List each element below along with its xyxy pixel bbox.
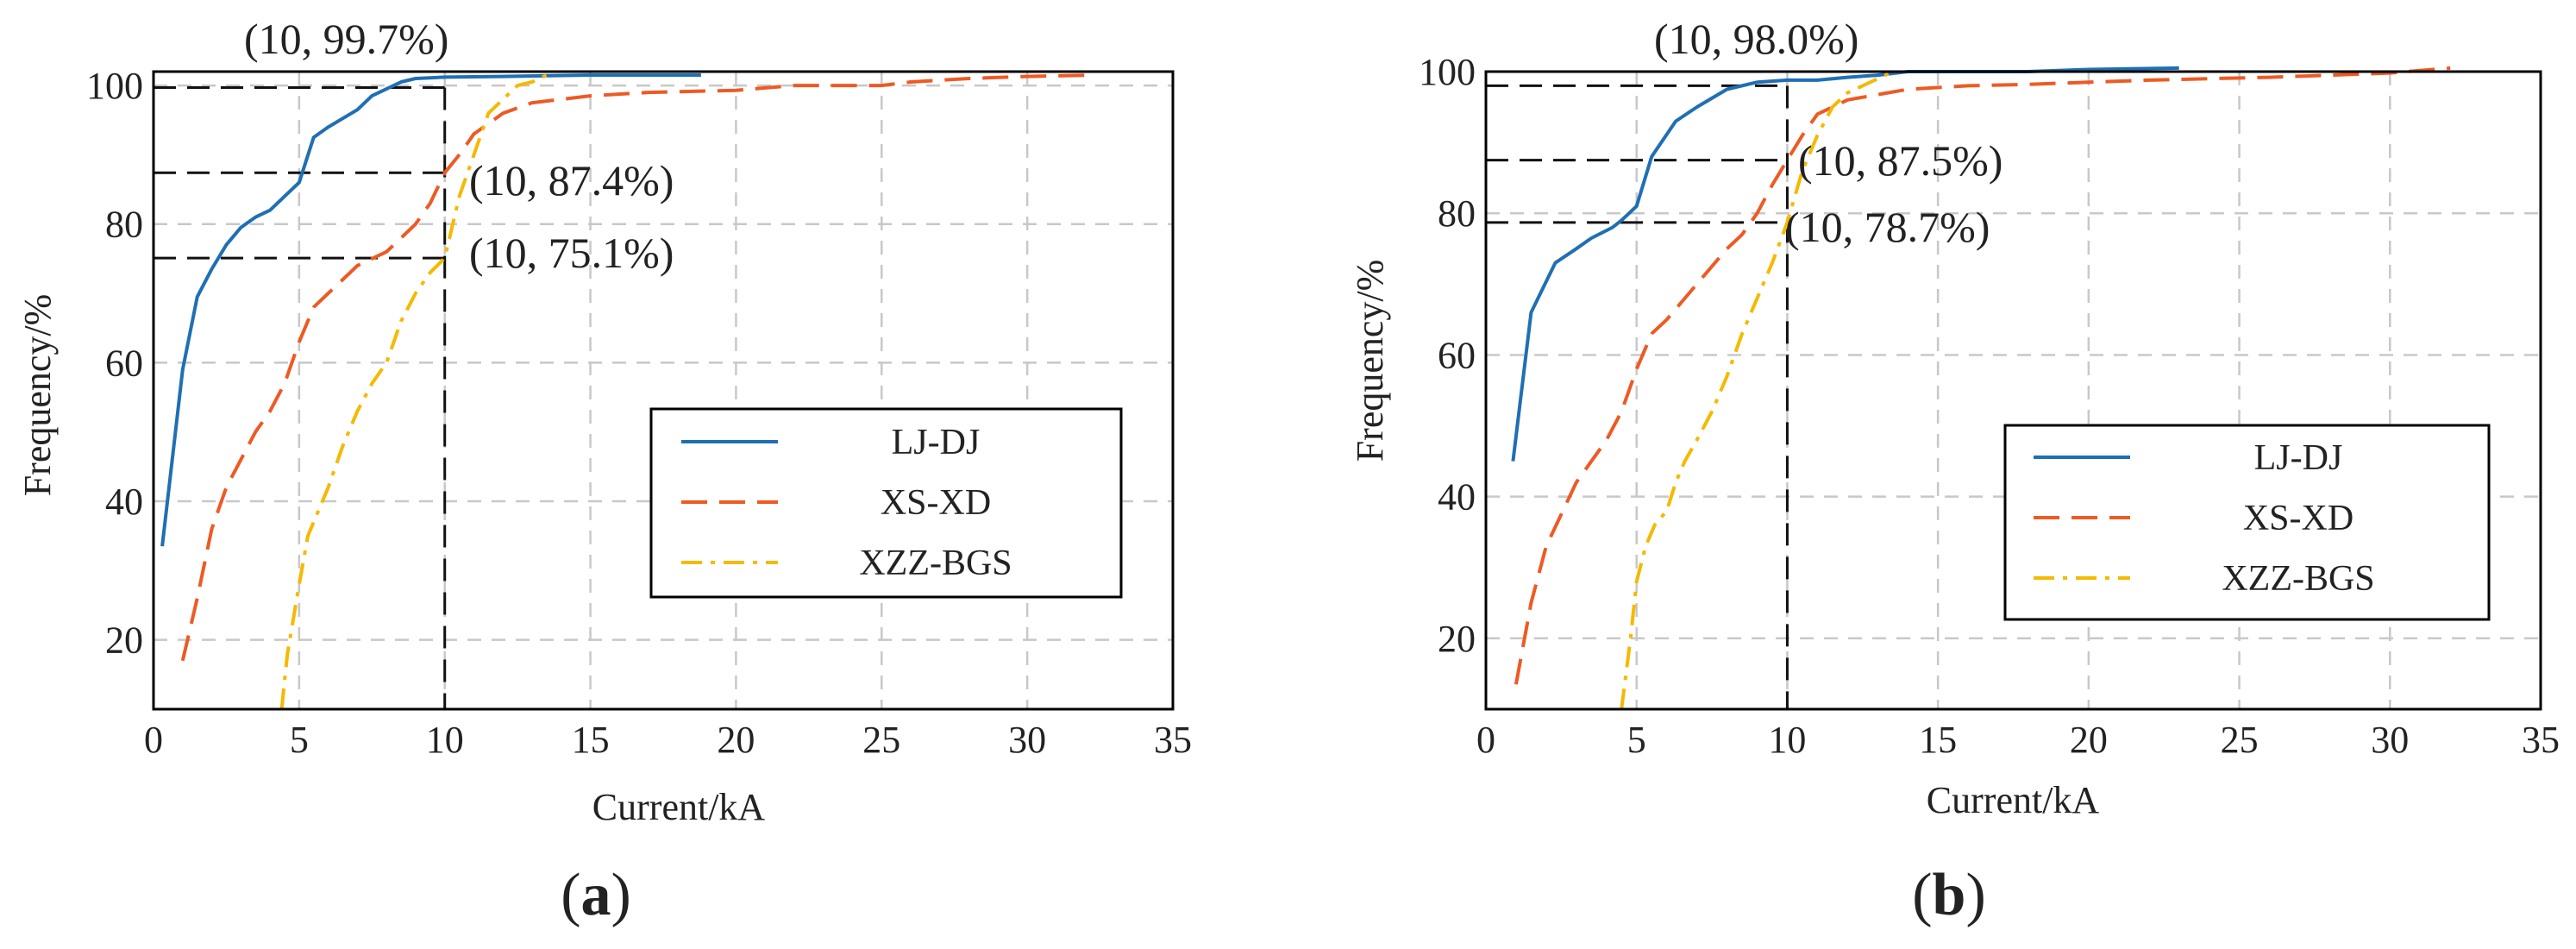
annotation-b-1: (10, 98.0%) bbox=[1654, 15, 1858, 63]
series-line-lj-dj-a bbox=[160, 73, 701, 547]
x-tick-label-b-20: 20 bbox=[2070, 719, 2108, 761]
y-tick-label-b-40: 40 bbox=[1438, 476, 1476, 518]
x-tick-label-a-15: 15 bbox=[572, 719, 610, 761]
legend-b: LJ-DJ XS-XD XZZ-BGS bbox=[2003, 424, 2491, 621]
y-tick-label-b-60: 60 bbox=[1438, 334, 1476, 376]
reference-lines-b bbox=[1486, 84, 1789, 709]
x-tick-label-b-5: 5 bbox=[1627, 719, 1646, 761]
series-line-lj-dj-b bbox=[1511, 66, 2179, 462]
y-tick-label-a-20: 20 bbox=[105, 619, 143, 662]
y-axis-label-b: Frequency/% bbox=[1349, 260, 1391, 462]
y-tick-label-b-80: 80 bbox=[1438, 192, 1476, 235]
annotation-b-3: (10, 78.7%) bbox=[1785, 203, 1990, 251]
panel-label-b: (b) bbox=[1912, 862, 1986, 928]
x-tick-label-b-35: 35 bbox=[2522, 719, 2560, 761]
series-line-xs-xd-b bbox=[1514, 66, 2451, 685]
x-tick-label-a-30: 30 bbox=[1008, 719, 1046, 761]
series-a bbox=[160, 73, 1094, 710]
annotation-b-2: (10, 87.5%) bbox=[1798, 136, 2003, 185]
annotation-a-3: (10, 75.1%) bbox=[469, 229, 674, 277]
x-tick-label-a-35: 35 bbox=[1154, 719, 1192, 761]
x-tick-label-b-30: 30 bbox=[2371, 719, 2409, 761]
panel-label-b-letter: b bbox=[1933, 862, 1966, 928]
plot-frame-a bbox=[152, 70, 1175, 711]
legend-label-xzz-bgs-a: XZZ-BGS bbox=[859, 544, 1012, 583]
annotation-a-1: (10, 99.7%) bbox=[244, 15, 448, 63]
y-tick-label-b-20: 20 bbox=[1438, 618, 1476, 660]
x-axis-label-b: Current/kA bbox=[1927, 779, 2100, 821]
legend-label-xs-xd-b: XS-XD bbox=[2243, 499, 2353, 538]
x-axis-label-a: Current/kA bbox=[592, 786, 766, 828]
x-tick-label-b-10: 10 bbox=[1768, 719, 1806, 761]
legend-label-lj-dj-a: LJ-DJ bbox=[892, 423, 981, 462]
x-tick-label-a-10: 10 bbox=[426, 719, 464, 761]
x-tick-label-b-0: 0 bbox=[1476, 719, 1495, 761]
legend-a: LJ-DJ XS-XD XZZ-BGS bbox=[649, 407, 1123, 599]
annotation-a-2: (10, 87.4%) bbox=[469, 156, 674, 204]
x-tick-label-a-20: 20 bbox=[717, 719, 755, 761]
y-tick-label-a-60: 60 bbox=[105, 342, 143, 384]
panel-label-a: (a) bbox=[561, 862, 631, 928]
y-tick-label-a-40: 40 bbox=[105, 481, 143, 523]
x-tick-label-a-5: 5 bbox=[290, 719, 309, 761]
ticks-b: 0 5 10 15 20 25 30 35 20 40 60 80 100 bbox=[1419, 51, 2560, 761]
y-tick-label-a-80: 80 bbox=[105, 204, 143, 246]
reference-lines-a bbox=[154, 85, 447, 709]
panel-label-a-letter: a bbox=[581, 862, 611, 928]
panel-b: 0 5 10 15 20 25 30 35 20 40 60 80 100 Current/kA Fre… bbox=[1349, 15, 2560, 928]
panel-a: 0 5 10 15 20 25 30 35 20 40 60 80 100 Current/kA Fre… bbox=[16, 15, 1192, 928]
series-line-xzz-bgs-a bbox=[279, 73, 548, 710]
series-line-xzz-bgs-b bbox=[1620, 70, 1894, 710]
x-tick-label-a-25: 25 bbox=[862, 719, 900, 761]
y-axis-label-a: Frequency/% bbox=[16, 294, 59, 497]
legend-label-xzz-bgs-b: XZZ-BGS bbox=[2222, 559, 2374, 599]
x-tick-label-b-15: 15 bbox=[1919, 719, 1957, 761]
x-tick-label-a-0: 0 bbox=[144, 719, 163, 761]
ticks-a: 0 5 10 15 20 25 30 35 20 40 60 80 100 bbox=[86, 65, 1192, 761]
legend-label-lj-dj-b: LJ-DJ bbox=[2254, 438, 2343, 478]
series-line-xs-xd-a bbox=[180, 73, 1094, 662]
y-tick-label-b-100: 100 bbox=[1419, 51, 1476, 93]
y-tick-label-a-100: 100 bbox=[86, 65, 143, 107]
x-tick-label-b-25: 25 bbox=[2221, 719, 2259, 761]
plot-frame-b bbox=[1484, 70, 2542, 711]
legend-label-xs-xd-a: XS-XD bbox=[881, 483, 991, 523]
